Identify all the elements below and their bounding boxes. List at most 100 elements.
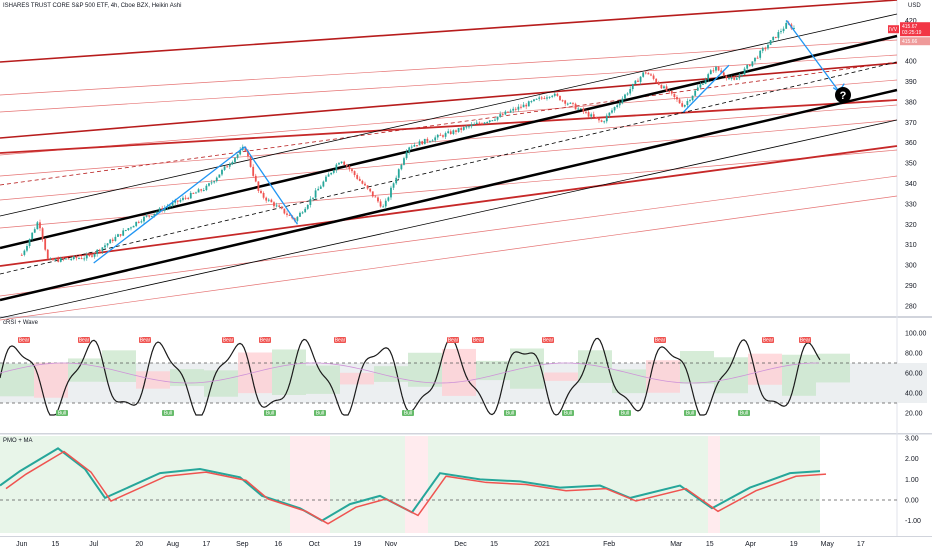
bear-signal-label: Bear bbox=[335, 338, 346, 344]
outer-channel-lower bbox=[0, 119, 898, 319]
candle-body bbox=[228, 164, 231, 167]
candle-body bbox=[124, 230, 127, 232]
candle-body bbox=[358, 178, 361, 181]
candle-body bbox=[179, 199, 182, 202]
candle-body bbox=[267, 199, 270, 201]
candle-body bbox=[730, 77, 733, 79]
bull-signal-badge bbox=[314, 410, 326, 416]
bull-signal-label: Bull bbox=[164, 411, 172, 417]
candle-body bbox=[423, 138, 426, 145]
candle-body bbox=[616, 105, 619, 108]
bull-signal-label: Bull bbox=[686, 411, 694, 417]
candle-body bbox=[239, 149, 242, 155]
candle-body bbox=[93, 254, 96, 257]
pmo-line bbox=[0, 447, 821, 522]
time-axis-line bbox=[0, 536, 932, 537]
candle-body bbox=[577, 108, 580, 110]
candle-body bbox=[234, 157, 236, 163]
candle-body bbox=[210, 182, 213, 184]
candle-body bbox=[28, 239, 31, 246]
candle-body bbox=[741, 74, 743, 76]
candle-body bbox=[442, 135, 444, 137]
channel-line bbox=[0, 62, 898, 139]
candle-body bbox=[465, 126, 468, 128]
candle-body bbox=[647, 72, 650, 75]
bull-signal-badge bbox=[56, 410, 68, 416]
time-tick-label: Sep bbox=[236, 541, 249, 548]
candle-body bbox=[65, 258, 67, 260]
candle-body bbox=[782, 28, 785, 32]
candle-body bbox=[325, 176, 327, 182]
candle-body bbox=[392, 183, 395, 188]
candle-body bbox=[434, 137, 437, 141]
candle-body bbox=[572, 102, 574, 104]
candle-body bbox=[436, 134, 439, 138]
candle-body bbox=[678, 99, 681, 104]
candle-body bbox=[280, 206, 283, 209]
candle-body bbox=[117, 234, 119, 237]
price-tick-label: 310 bbox=[905, 242, 917, 249]
candle-body bbox=[408, 147, 411, 152]
candle-body bbox=[670, 90, 673, 94]
candle-body bbox=[44, 238, 47, 250]
candle-body bbox=[148, 215, 151, 217]
wave-zone bbox=[782, 354, 816, 396]
candle-body bbox=[208, 183, 210, 186]
candle-body bbox=[286, 213, 288, 215]
price-tick-label: 290 bbox=[905, 283, 917, 290]
chart-title: ISHARES TRUST CORE S&P 500 ETF, 4h, Cboe… bbox=[3, 3, 182, 9]
candle-body bbox=[98, 249, 101, 252]
candle-body bbox=[556, 93, 559, 96]
candle-body bbox=[517, 106, 520, 110]
candle-body bbox=[774, 36, 777, 38]
candle-body bbox=[702, 83, 704, 85]
bear-signal-badge bbox=[222, 337, 234, 343]
candle-body bbox=[574, 103, 577, 110]
time-tick-label: 2021 bbox=[534, 541, 550, 548]
candle-body bbox=[764, 48, 767, 50]
candle-body bbox=[793, 27, 795, 29]
candle-body bbox=[387, 197, 390, 201]
candle-body bbox=[317, 188, 320, 191]
candle-body bbox=[639, 76, 642, 82]
crsi-tick-label: 40.00 bbox=[905, 391, 923, 398]
symbol-tag-label: IVV bbox=[889, 27, 898, 33]
candle-body bbox=[384, 200, 387, 207]
bull-signal-label: Bull bbox=[266, 411, 274, 417]
candle-body bbox=[561, 100, 564, 102]
candle-body bbox=[624, 94, 626, 99]
candle-body bbox=[213, 181, 216, 183]
wave-zone bbox=[816, 353, 850, 383]
time-tick-label: 15 bbox=[51, 541, 59, 548]
candle-body bbox=[145, 215, 148, 217]
candle-body bbox=[608, 112, 611, 116]
candle-body bbox=[109, 239, 112, 244]
candle-body bbox=[598, 118, 600, 121]
bear-signal-badge bbox=[139, 337, 151, 343]
bull-signal-badge bbox=[562, 410, 574, 416]
bull-signal-label: Bull bbox=[506, 411, 514, 417]
time-tick-label: 16 bbox=[274, 541, 282, 548]
candle-body bbox=[722, 72, 725, 76]
candle-body bbox=[462, 127, 465, 130]
candle-body bbox=[348, 166, 351, 170]
candle-body bbox=[725, 75, 728, 79]
bear-signal-badge bbox=[18, 337, 30, 343]
bar-countdown: 03:25:19 bbox=[902, 30, 922, 36]
pmo-tick-label: 0.00 bbox=[905, 497, 919, 504]
candle-body bbox=[231, 162, 234, 165]
crsi-tick-label: 80.00 bbox=[905, 351, 923, 358]
bull-signal-label: Bull bbox=[621, 411, 629, 417]
candle-body bbox=[163, 207, 166, 211]
wave-zone bbox=[510, 348, 544, 389]
candle-body bbox=[114, 236, 117, 242]
last-price-tag bbox=[900, 22, 930, 37]
channel-line bbox=[0, 175, 898, 297]
candle-body bbox=[254, 175, 257, 182]
wave-zone bbox=[170, 369, 204, 387]
candle-body bbox=[226, 166, 229, 168]
candle-body bbox=[78, 258, 80, 260]
candle-body bbox=[631, 83, 634, 90]
candle-body bbox=[200, 189, 203, 191]
